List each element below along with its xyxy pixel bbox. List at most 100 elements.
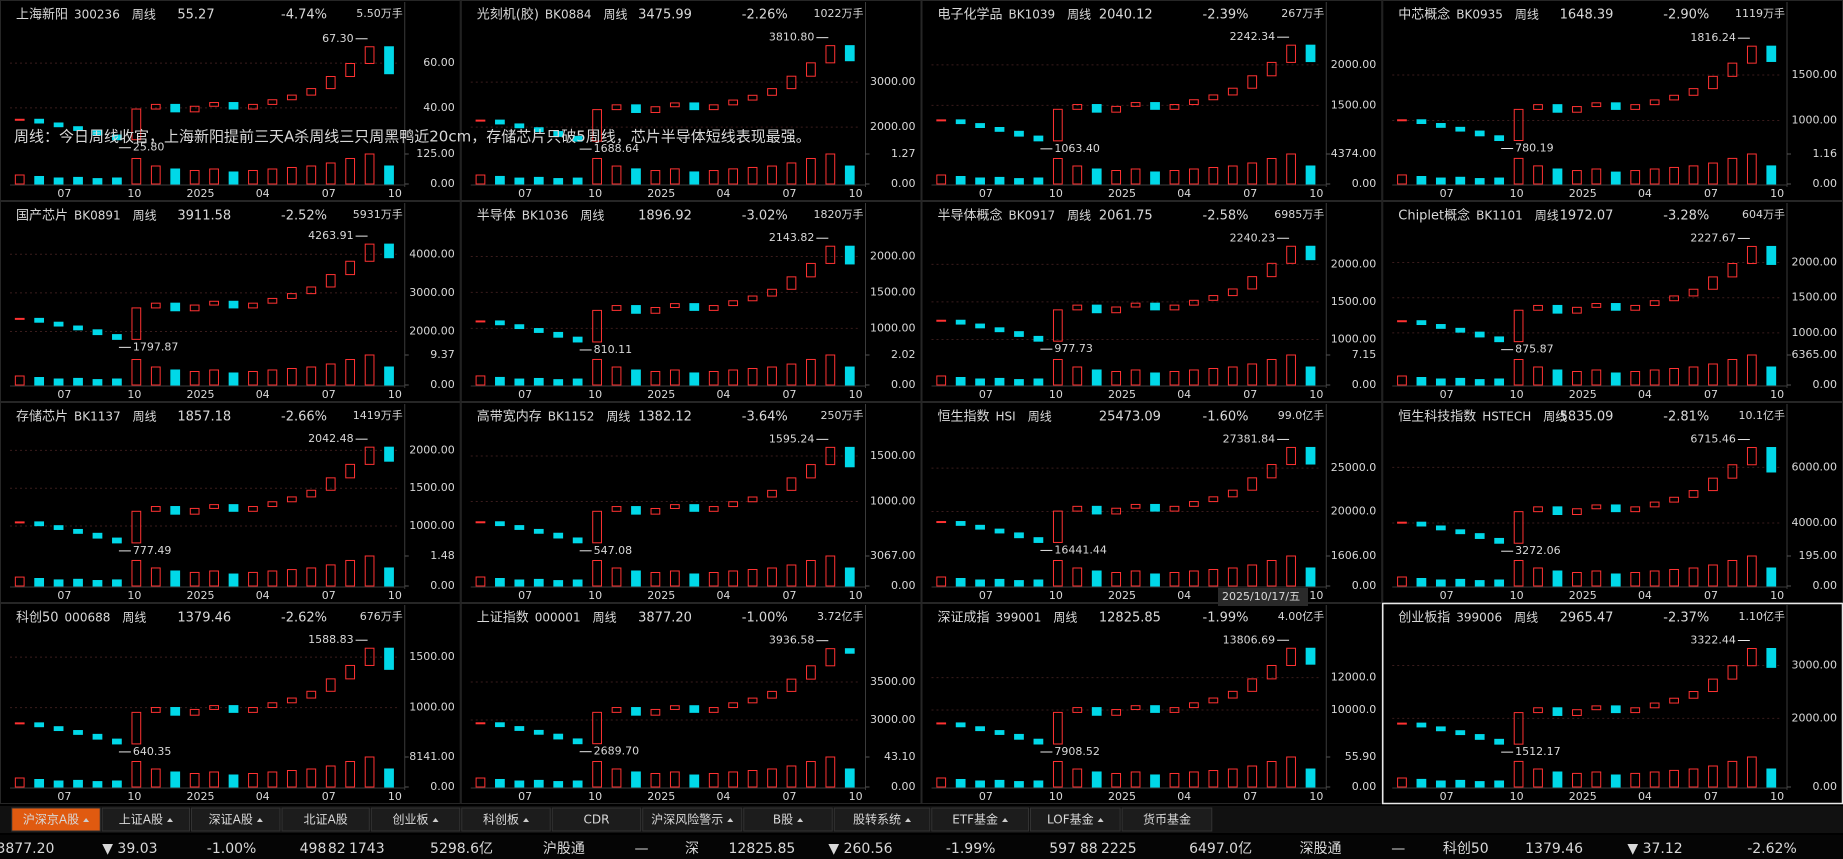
volume-bar [1435, 378, 1446, 386]
volume-bar [747, 770, 758, 788]
candle [1033, 537, 1044, 543]
y-tick-label: 2000.00 [1792, 711, 1838, 724]
candle [1494, 738, 1505, 745]
panel-period: 周线 [1028, 410, 1052, 424]
volume-bar [1286, 354, 1296, 386]
tab[interactable] [743, 807, 833, 832]
volume-bar [1688, 165, 1699, 185]
tab-label[interactable]: 沪深风险警示 [651, 812, 723, 827]
tab-label[interactable]: 上证A股 [119, 813, 163, 827]
volume-bar [592, 157, 602, 185]
volume-bar [806, 559, 816, 587]
candle [73, 730, 83, 735]
tab[interactable] [931, 807, 1029, 832]
candle [708, 707, 719, 713]
volume-bar [1649, 570, 1660, 587]
candle [1474, 331, 1485, 338]
candle [994, 126, 1005, 132]
panel-border [0, 402, 461, 603]
panel-code: BK0935 [1456, 8, 1503, 22]
volume-bar [572, 780, 583, 788]
tab-label[interactable]: ETF基金 [952, 812, 998, 827]
volume-bar [936, 777, 947, 788]
tab[interactable] [11, 807, 101, 832]
volume-bar [1189, 570, 1199, 587]
candle [747, 295, 758, 302]
status-item: 5298.6亿 [430, 841, 493, 857]
volume-bar [1052, 560, 1063, 587]
volume-bar [1091, 570, 1102, 587]
x-tick-label: 2025 [647, 388, 675, 401]
tab-label[interactable]: B股 [773, 813, 793, 827]
tab[interactable] [551, 807, 642, 832]
tab[interactable] [370, 807, 461, 832]
candle [306, 489, 317, 498]
volume-bar [475, 777, 486, 788]
x-tick-label: 07 [518, 388, 532, 401]
low-label: 1063.40 [1054, 142, 1100, 155]
candle [53, 525, 64, 530]
volume-bar [14, 576, 25, 587]
volume-tick-label: 125.00 [416, 147, 455, 160]
tab[interactable] [461, 807, 551, 832]
volume-bar [131, 359, 142, 386]
high-label: 2227.67 [1690, 231, 1736, 244]
candle [533, 127, 544, 133]
volume-bar [1630, 371, 1641, 386]
annotation: 周线：今日周线收官，上海新阳提前三天A杀周线三只周黑鸭近20cm，存储芯片只破5… [14, 128, 811, 146]
volume-bar [708, 370, 719, 386]
x-tick-label: 10 [1510, 187, 1524, 200]
status-item: 6497.0亿 [1189, 841, 1252, 857]
x-tick-label: 07 [322, 187, 336, 200]
candle [1591, 504, 1602, 510]
tab-label[interactable]: 北证A股 [304, 813, 348, 827]
candle [1630, 506, 1641, 513]
tab[interactable] [833, 807, 931, 832]
volume-tick-label: 1.48 [430, 549, 455, 562]
panel-period: 周线 [1543, 410, 1567, 424]
volume-bar [955, 577, 966, 587]
tab[interactable] [642, 807, 743, 832]
panel-code: BK1152 [548, 410, 595, 424]
volume-bar [1130, 168, 1141, 185]
tab-label[interactable]: 深证A股 [209, 813, 253, 827]
tab-label[interactable]: 股转系统 [853, 812, 901, 827]
tab[interactable] [101, 807, 191, 832]
tab-label[interactable]: 货币基金 [1143, 812, 1191, 827]
panel-price: 1896.92 [638, 209, 692, 224]
tab-label[interactable]: 沪深京A股 [23, 813, 79, 827]
x-tick-label: 10 [1049, 388, 1063, 401]
tab-label[interactable]: 创业板 [393, 813, 429, 827]
volume-bar [669, 570, 680, 587]
volume-bar [767, 768, 777, 788]
candle [1072, 304, 1083, 311]
candle [767, 288, 777, 297]
x-tick-label: 10 [588, 589, 602, 602]
tab-label[interactable]: 科创板 [483, 813, 519, 827]
tab[interactable] [1029, 807, 1121, 832]
candle [384, 243, 394, 259]
candle [1513, 712, 1524, 745]
tab-arrow [83, 818, 90, 822]
tab[interactable] [191, 807, 281, 832]
volume-bar [92, 178, 103, 185]
panel-price: 1648.39 [1560, 8, 1614, 23]
x-tick-label: 07 [979, 589, 993, 602]
tab[interactable] [281, 807, 370, 832]
panel-name: 恒生科技指数 [1398, 410, 1476, 425]
volume-bar [1091, 771, 1102, 788]
tab-label[interactable]: LOF基金 [1047, 812, 1094, 827]
volume-bar [533, 377, 544, 386]
y-tick-label: 1500.00 [870, 285, 916, 298]
x-tick-label: 10 [849, 187, 863, 200]
volume-bar [1111, 170, 1122, 185]
candle [572, 738, 583, 745]
candle [1688, 691, 1699, 699]
y-tick-label: 4000.00 [409, 247, 455, 260]
tab[interactable] [1121, 807, 1213, 832]
candle [1591, 102, 1602, 108]
volume-bar [286, 166, 297, 185]
panel-period: 周线 [122, 611, 146, 625]
tab-label[interactable]: CDR [584, 813, 610, 827]
